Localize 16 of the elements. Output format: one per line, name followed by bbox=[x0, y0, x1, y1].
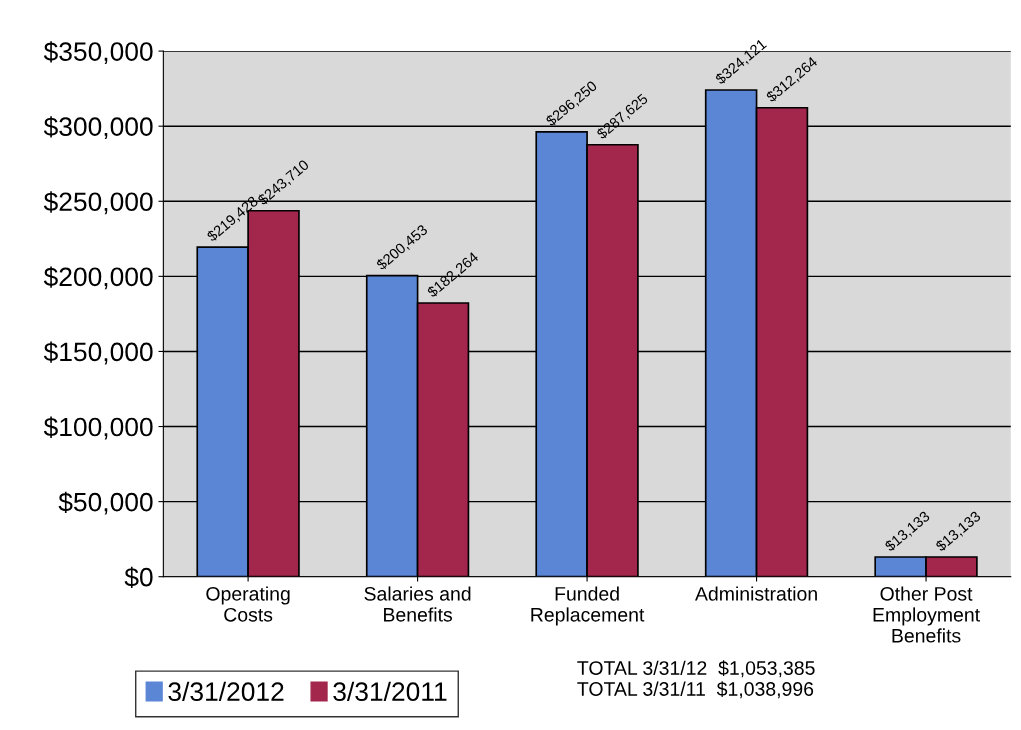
x-tick-label: Funded Replacement bbox=[531, 586, 645, 626]
legend-label: 3/31/2011 bbox=[333, 681, 447, 702]
y-tick-label: $350,000 bbox=[43, 41, 153, 65]
y-tick-label: $200,000 bbox=[43, 266, 153, 290]
y-tick-label: $0 bbox=[124, 566, 153, 589]
y-tick-label: $300,000 bbox=[43, 116, 153, 140]
x-tick-label: Operating Costs bbox=[206, 586, 290, 622]
x-tick-label: Administration bbox=[695, 586, 817, 601]
text: TOTAL 3/31/12 $1,053,385 TOTAL 3/31/11 $1,038,996 bbox=[577, 660, 815, 699]
y-tick-label: $250,000 bbox=[43, 191, 153, 215]
y-tick-label: $50,000 bbox=[58, 491, 153, 515]
legend-label: 3/31/2012 bbox=[168, 681, 284, 702]
y-tick-label: $100,000 bbox=[43, 416, 153, 440]
y-tick-label: $150,000 bbox=[43, 341, 153, 365]
x-tick-label: Salaries and Benefits bbox=[364, 586, 471, 622]
x-tick-label: Other Post Employment Benefits bbox=[873, 586, 980, 643]
